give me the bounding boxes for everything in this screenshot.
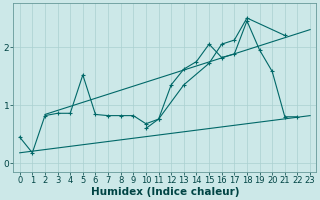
X-axis label: Humidex (Indice chaleur): Humidex (Indice chaleur)	[91, 187, 239, 197]
